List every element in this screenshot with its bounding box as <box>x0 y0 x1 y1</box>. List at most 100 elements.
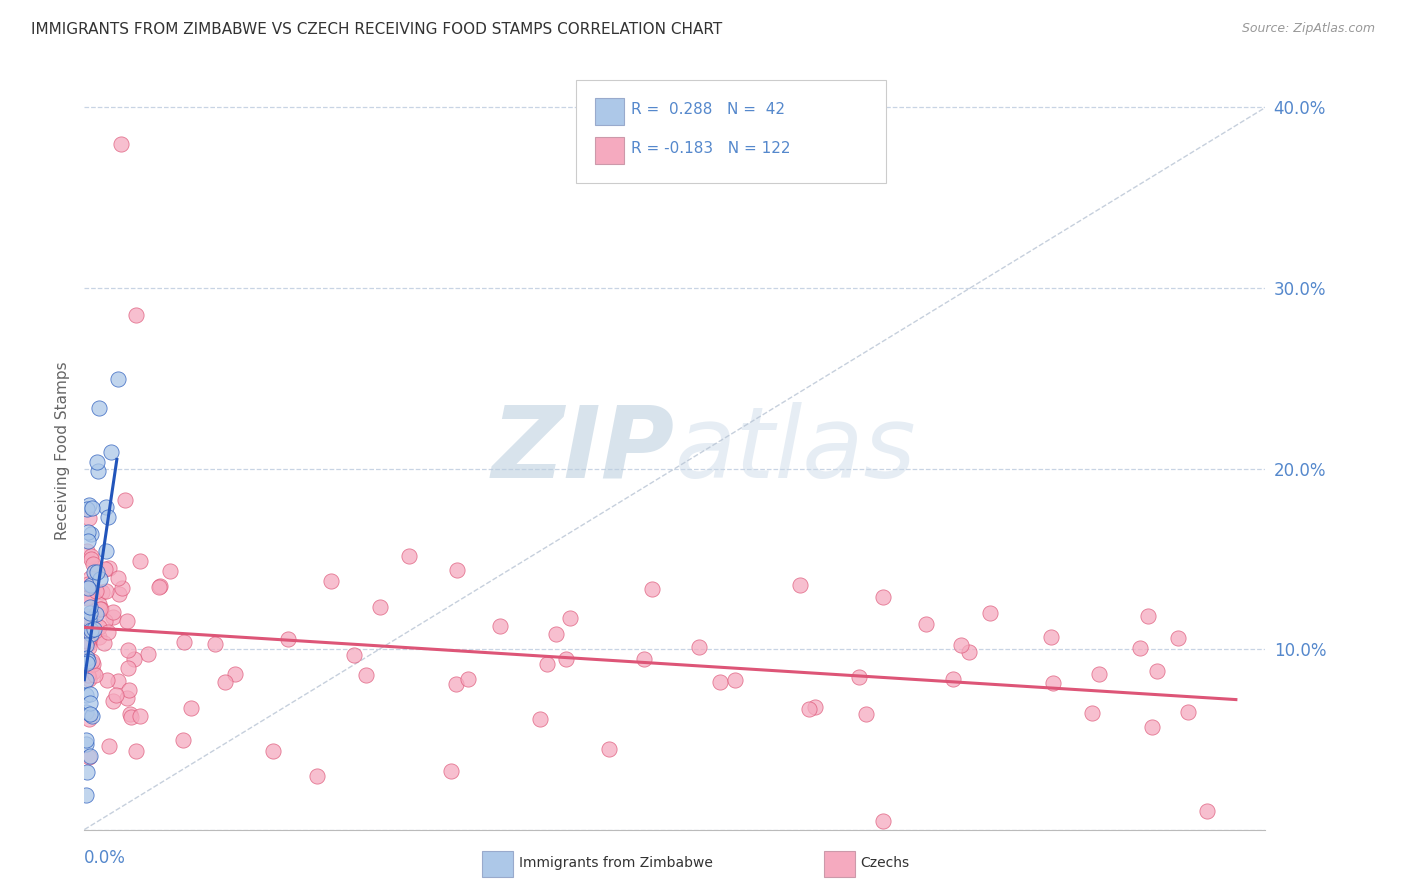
Point <box>305 769 328 783</box>
Point <box>872 814 894 828</box>
Point <box>76 651 98 665</box>
Point <box>688 640 710 654</box>
Point <box>444 676 467 690</box>
Point <box>79 696 101 710</box>
Point <box>79 750 101 764</box>
Point <box>129 708 152 723</box>
Point <box>1197 804 1219 818</box>
Point <box>76 533 98 548</box>
Point <box>110 136 132 151</box>
Point <box>214 675 236 690</box>
Point <box>343 648 366 662</box>
Point <box>75 732 97 747</box>
Point <box>957 645 980 659</box>
Point <box>77 577 100 591</box>
Point <box>122 651 145 665</box>
Point <box>79 687 101 701</box>
Point <box>79 606 101 620</box>
Point <box>76 639 98 653</box>
Point <box>76 632 98 647</box>
Point <box>489 619 512 633</box>
Point <box>804 700 827 714</box>
Point <box>125 308 148 322</box>
Point <box>84 583 107 598</box>
Point <box>797 702 820 716</box>
Point <box>115 614 138 628</box>
Text: R = -0.183   N = 122: R = -0.183 N = 122 <box>631 142 790 156</box>
Point <box>1137 609 1160 624</box>
Y-axis label: Receiving Food Stamps: Receiving Food Stamps <box>55 361 70 540</box>
Point <box>633 652 655 666</box>
Point <box>117 660 139 674</box>
Point <box>848 670 870 684</box>
Point <box>1039 631 1062 645</box>
Point <box>76 626 98 640</box>
Point <box>1080 706 1102 721</box>
Point <box>262 744 284 758</box>
Point <box>354 668 377 682</box>
Point <box>82 557 104 571</box>
Point <box>75 673 97 687</box>
Point <box>598 742 620 756</box>
Point <box>80 526 103 541</box>
Point <box>149 579 172 593</box>
Point <box>148 580 170 594</box>
Point <box>224 667 246 681</box>
Point <box>94 544 117 558</box>
Point <box>536 657 558 671</box>
Point <box>76 591 98 605</box>
Point <box>79 712 101 726</box>
Point <box>97 510 120 524</box>
Point <box>94 584 117 599</box>
Point <box>529 712 551 726</box>
Point <box>120 706 142 721</box>
Point <box>101 610 124 624</box>
Point <box>82 709 104 723</box>
Point <box>79 571 101 585</box>
Point <box>76 580 98 594</box>
Point <box>79 749 101 764</box>
Point <box>114 492 136 507</box>
Point <box>103 694 125 708</box>
Point <box>76 618 98 632</box>
Point <box>173 635 195 649</box>
Point <box>75 788 97 802</box>
Point <box>76 657 98 671</box>
Point <box>82 665 104 679</box>
Point <box>546 626 568 640</box>
Text: 0.0%: 0.0% <box>84 848 127 866</box>
Point <box>77 637 100 651</box>
Point <box>76 650 98 665</box>
Point <box>440 764 463 778</box>
Point <box>77 581 100 595</box>
Point <box>98 739 121 753</box>
Point <box>77 510 100 524</box>
Point <box>77 612 100 626</box>
Point <box>398 549 420 563</box>
Point <box>108 587 131 601</box>
Point <box>76 609 98 624</box>
Point <box>97 561 120 575</box>
Point <box>709 675 731 690</box>
Point <box>370 599 392 614</box>
Point <box>100 445 122 459</box>
Point <box>84 668 107 682</box>
Point <box>914 616 936 631</box>
Point <box>277 632 299 646</box>
Point <box>872 590 894 604</box>
Point <box>75 688 97 702</box>
Point <box>79 600 101 615</box>
Point <box>94 615 117 629</box>
Text: R =  0.288   N =  42: R = 0.288 N = 42 <box>631 103 786 117</box>
Point <box>105 688 128 702</box>
Point <box>75 705 97 719</box>
Point <box>1142 720 1164 734</box>
Point <box>115 690 138 705</box>
Point <box>83 622 105 636</box>
Point <box>86 455 108 469</box>
Point <box>125 744 148 758</box>
Point <box>77 668 100 682</box>
Point <box>724 673 747 688</box>
Point <box>979 606 1001 620</box>
Point <box>77 654 100 668</box>
